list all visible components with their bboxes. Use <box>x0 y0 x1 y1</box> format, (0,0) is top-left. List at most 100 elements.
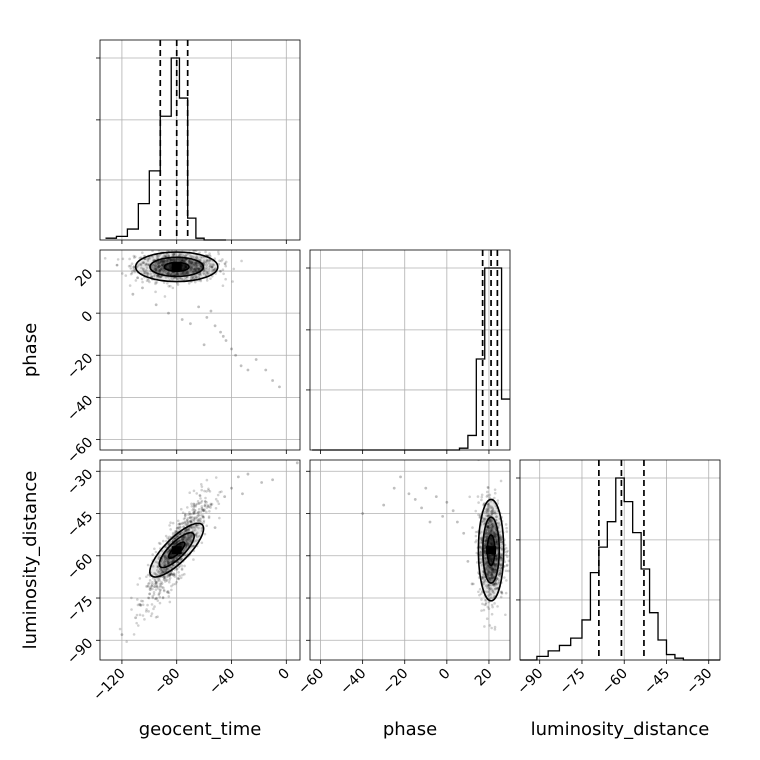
sample-point <box>175 271 179 275</box>
sample-point <box>168 560 172 563</box>
sample-point <box>184 254 187 258</box>
sample-point <box>491 509 495 513</box>
sample-point <box>175 556 178 560</box>
sample-point <box>138 603 141 606</box>
sample-point <box>161 269 165 273</box>
sample-point <box>220 490 223 493</box>
sample-point <box>505 550 509 554</box>
scatter-phase-luminosity_distance <box>309 459 511 661</box>
sample-point <box>474 509 478 513</box>
x-axis-label-luminosity_distance: luminosity_distance <box>531 719 710 740</box>
sample-point <box>184 539 188 543</box>
sample-point <box>499 566 503 570</box>
sample-point <box>479 553 483 556</box>
sample-point <box>155 281 159 284</box>
sample-point <box>132 265 136 268</box>
sample-point <box>485 508 488 511</box>
sample-point <box>187 528 190 532</box>
sample-point <box>192 270 195 274</box>
sample-point <box>490 612 494 616</box>
sample-point <box>192 504 196 508</box>
sample-point <box>157 557 161 561</box>
sample-point <box>490 588 494 591</box>
sample-point <box>157 268 161 272</box>
sample-point <box>188 512 192 516</box>
sample-point <box>480 609 483 612</box>
sample-point <box>159 588 162 591</box>
sample-point <box>489 577 493 580</box>
x-tick-label: −20 <box>379 666 411 698</box>
sample-point <box>151 587 154 591</box>
sample-point <box>185 541 188 544</box>
sample-point <box>202 519 206 523</box>
sample-point <box>143 618 146 621</box>
sample-point <box>213 257 217 260</box>
sample-point <box>482 575 485 579</box>
sample-point <box>192 529 195 532</box>
sample-point <box>164 563 167 566</box>
sample-point <box>186 271 190 275</box>
sample-point <box>134 279 138 282</box>
sample-point <box>189 520 192 523</box>
sample-point <box>506 555 509 559</box>
sample-point <box>199 265 203 269</box>
sample-point <box>487 502 490 506</box>
sample-point <box>493 568 496 571</box>
sample-point <box>211 263 215 266</box>
sample-point <box>165 539 168 543</box>
sample-point <box>216 500 219 503</box>
sample-point <box>500 591 504 595</box>
sample-point <box>489 578 493 581</box>
sample-point <box>168 574 172 577</box>
sample-point <box>224 264 228 268</box>
sample-point <box>206 504 210 508</box>
sample-point <box>193 528 197 532</box>
sample-point <box>189 534 193 538</box>
sample-point <box>216 250 220 254</box>
sample-point <box>150 612 154 615</box>
sample-point <box>156 579 160 583</box>
sample-point <box>172 573 175 577</box>
sample-point <box>182 521 186 525</box>
sample-point <box>192 502 196 506</box>
sample-point <box>498 530 501 534</box>
sample-point <box>181 278 185 281</box>
sample-point <box>186 522 190 525</box>
sample-point <box>495 558 499 561</box>
sample-point <box>490 510 493 513</box>
sample-point <box>166 550 169 554</box>
sample-point <box>203 500 207 503</box>
sample-point <box>175 534 179 538</box>
sample-point <box>154 580 158 583</box>
sample-point <box>211 265 214 268</box>
sample-point <box>193 256 196 259</box>
sample-point <box>154 572 157 576</box>
sample-point <box>199 258 202 262</box>
outlier-point <box>234 353 238 357</box>
y-tick-label: −45 <box>64 509 96 541</box>
sample-point <box>493 563 496 567</box>
sample-point <box>489 565 493 569</box>
sample-point <box>491 525 495 528</box>
sample-point <box>128 257 131 261</box>
sample-point <box>504 569 508 573</box>
sample-point <box>170 258 173 261</box>
outlier-point <box>221 334 225 338</box>
sample-point <box>492 576 495 580</box>
sample-point <box>499 538 503 541</box>
sample-point <box>188 261 191 265</box>
sample-point <box>125 640 129 644</box>
sample-point <box>477 501 480 504</box>
sample-point <box>497 578 500 581</box>
sample-point <box>189 519 192 523</box>
sample-point <box>175 541 179 544</box>
sample-point <box>491 582 495 586</box>
panel-frame <box>99 249 301 451</box>
sample-point <box>506 549 509 553</box>
sample-point <box>176 540 179 543</box>
sample-point <box>168 600 172 604</box>
sample-point <box>159 584 162 588</box>
sample-point <box>165 557 169 561</box>
sample-point <box>205 524 209 528</box>
